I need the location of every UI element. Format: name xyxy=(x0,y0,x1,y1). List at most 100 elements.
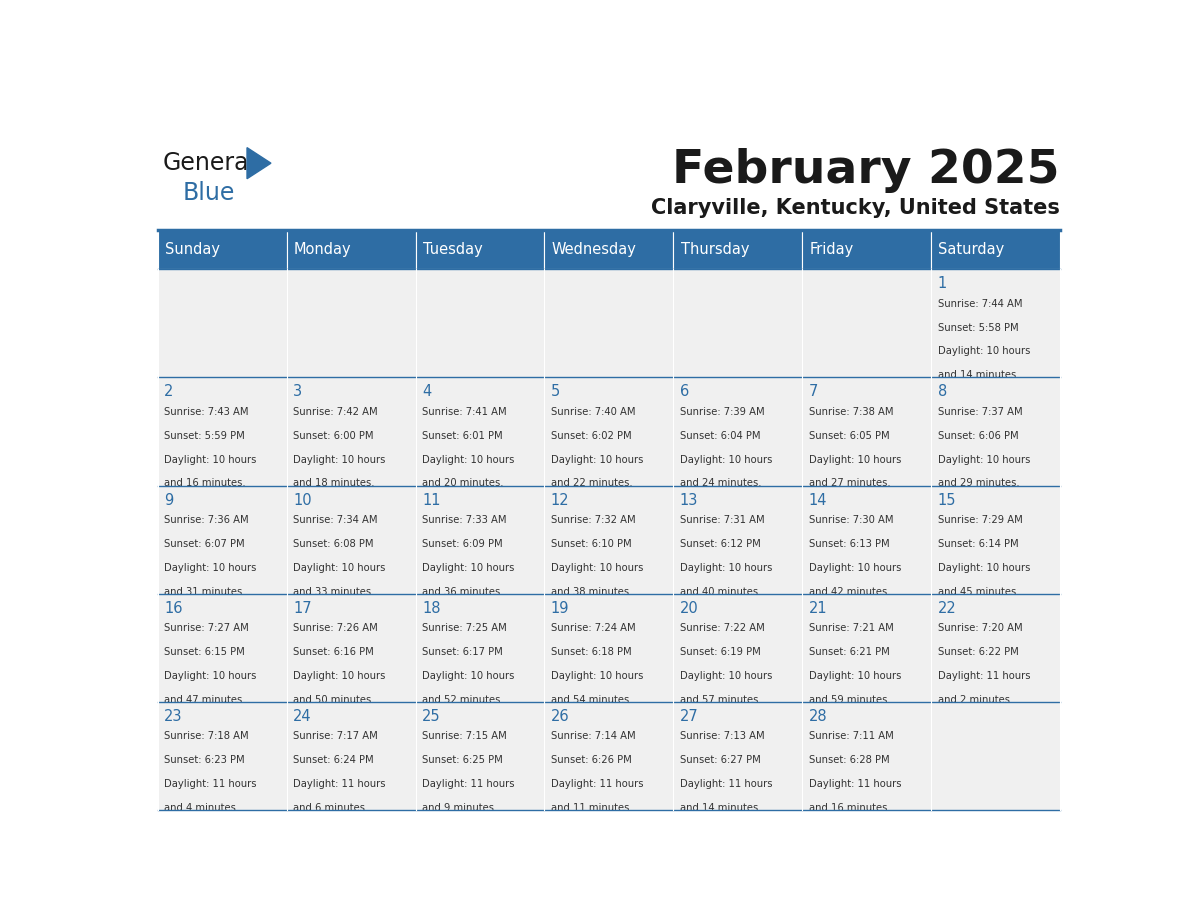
Text: Daylight: 10 hours: Daylight: 10 hours xyxy=(551,563,643,573)
Text: and 54 minutes.: and 54 minutes. xyxy=(551,695,632,705)
Text: and 22 minutes.: and 22 minutes. xyxy=(551,478,632,488)
Text: Sunrise: 7:27 AM: Sunrise: 7:27 AM xyxy=(164,623,249,633)
Text: Sunset: 6:25 PM: Sunset: 6:25 PM xyxy=(422,756,503,766)
Text: Sunrise: 7:32 AM: Sunrise: 7:32 AM xyxy=(551,515,636,525)
Text: Sunrise: 7:33 AM: Sunrise: 7:33 AM xyxy=(422,515,506,525)
Text: Sunrise: 7:36 AM: Sunrise: 7:36 AM xyxy=(164,515,248,525)
Text: Daylight: 10 hours: Daylight: 10 hours xyxy=(551,671,643,681)
Text: Sunset: 6:24 PM: Sunset: 6:24 PM xyxy=(293,756,374,766)
Text: Friday: Friday xyxy=(809,242,854,257)
Bar xyxy=(158,269,286,377)
Text: Sunset: 6:22 PM: Sunset: 6:22 PM xyxy=(937,647,1018,657)
Text: and 36 minutes.: and 36 minutes. xyxy=(422,587,504,597)
Text: Daylight: 10 hours: Daylight: 10 hours xyxy=(293,563,385,573)
Text: and 45 minutes.: and 45 minutes. xyxy=(937,587,1019,597)
Text: Sunrise: 7:31 AM: Sunrise: 7:31 AM xyxy=(680,515,764,525)
Text: Daylight: 11 hours: Daylight: 11 hours xyxy=(422,779,514,789)
Text: 4: 4 xyxy=(422,385,431,399)
Text: Daylight: 10 hours: Daylight: 10 hours xyxy=(937,454,1030,465)
Text: 16: 16 xyxy=(164,600,183,616)
Text: Sunrise: 7:18 AM: Sunrise: 7:18 AM xyxy=(164,732,248,742)
Text: and 14 minutes.: and 14 minutes. xyxy=(937,370,1019,380)
Text: Sunset: 6:10 PM: Sunset: 6:10 PM xyxy=(551,539,632,549)
Text: Sunrise: 7:37 AM: Sunrise: 7:37 AM xyxy=(937,407,1022,417)
Text: Sunrise: 7:40 AM: Sunrise: 7:40 AM xyxy=(551,407,636,417)
Text: Sunrise: 7:24 AM: Sunrise: 7:24 AM xyxy=(551,623,636,633)
Text: 21: 21 xyxy=(809,600,827,616)
Bar xyxy=(286,594,416,701)
Text: Daylight: 10 hours: Daylight: 10 hours xyxy=(422,563,514,573)
Bar xyxy=(674,269,802,377)
Text: Thursday: Thursday xyxy=(681,242,750,257)
Text: Daylight: 10 hours: Daylight: 10 hours xyxy=(422,671,514,681)
Text: 24: 24 xyxy=(293,709,311,724)
Text: and 40 minutes.: and 40 minutes. xyxy=(680,587,762,597)
Text: 20: 20 xyxy=(680,600,699,616)
Text: Sunset: 6:17 PM: Sunset: 6:17 PM xyxy=(422,647,503,657)
Text: Sunrise: 7:39 AM: Sunrise: 7:39 AM xyxy=(680,407,764,417)
Text: 14: 14 xyxy=(809,493,827,508)
Text: and 33 minutes.: and 33 minutes. xyxy=(293,587,374,597)
Text: Sunrise: 7:44 AM: Sunrise: 7:44 AM xyxy=(937,299,1022,308)
Text: Sunrise: 7:26 AM: Sunrise: 7:26 AM xyxy=(293,623,378,633)
Text: and 31 minutes.: and 31 minutes. xyxy=(164,587,246,597)
Text: 1: 1 xyxy=(937,276,947,291)
Text: 6: 6 xyxy=(680,385,689,399)
Text: Sunset: 6:16 PM: Sunset: 6:16 PM xyxy=(293,647,374,657)
Text: Sunset: 6:01 PM: Sunset: 6:01 PM xyxy=(422,431,503,441)
Text: Sunrise: 7:42 AM: Sunrise: 7:42 AM xyxy=(293,407,378,417)
Text: Daylight: 10 hours: Daylight: 10 hours xyxy=(809,563,901,573)
Text: Sunset: 6:09 PM: Sunset: 6:09 PM xyxy=(422,539,503,549)
Text: and 6 minutes.: and 6 minutes. xyxy=(293,803,368,812)
Text: Sunset: 6:12 PM: Sunset: 6:12 PM xyxy=(680,539,760,549)
Text: 12: 12 xyxy=(551,493,569,508)
Bar xyxy=(674,377,802,486)
Bar xyxy=(286,269,416,377)
Text: Daylight: 10 hours: Daylight: 10 hours xyxy=(164,563,257,573)
Text: 2: 2 xyxy=(164,385,173,399)
Bar xyxy=(158,230,286,269)
Bar xyxy=(544,230,674,269)
Bar xyxy=(802,230,931,269)
Bar xyxy=(802,486,931,594)
Bar xyxy=(931,230,1060,269)
Text: Sunset: 6:00 PM: Sunset: 6:00 PM xyxy=(293,431,373,441)
Bar xyxy=(416,269,544,377)
Text: Sunrise: 7:22 AM: Sunrise: 7:22 AM xyxy=(680,623,765,633)
Bar xyxy=(286,230,416,269)
Text: Daylight: 10 hours: Daylight: 10 hours xyxy=(680,671,772,681)
Polygon shape xyxy=(247,148,271,179)
Text: Daylight: 11 hours: Daylight: 11 hours xyxy=(293,779,386,789)
Text: and 11 minutes.: and 11 minutes. xyxy=(551,803,632,812)
Text: Daylight: 10 hours: Daylight: 10 hours xyxy=(809,454,901,465)
Text: Monday: Monday xyxy=(293,242,352,257)
Text: Sunset: 6:23 PM: Sunset: 6:23 PM xyxy=(164,756,245,766)
Text: Daylight: 10 hours: Daylight: 10 hours xyxy=(680,454,772,465)
Bar xyxy=(674,486,802,594)
Text: Sunrise: 7:30 AM: Sunrise: 7:30 AM xyxy=(809,515,893,525)
Text: and 4 minutes.: and 4 minutes. xyxy=(164,803,239,812)
Bar xyxy=(158,701,286,810)
Bar xyxy=(286,377,416,486)
Text: 23: 23 xyxy=(164,709,183,724)
Bar xyxy=(416,377,544,486)
Text: Daylight: 10 hours: Daylight: 10 hours xyxy=(422,454,514,465)
Text: Sunrise: 7:11 AM: Sunrise: 7:11 AM xyxy=(809,732,893,742)
Text: Sunrise: 7:38 AM: Sunrise: 7:38 AM xyxy=(809,407,893,417)
Text: Daylight: 10 hours: Daylight: 10 hours xyxy=(164,671,257,681)
Text: February 2025: February 2025 xyxy=(672,148,1060,193)
Text: 22: 22 xyxy=(937,600,956,616)
Text: Daylight: 10 hours: Daylight: 10 hours xyxy=(293,454,385,465)
Bar xyxy=(931,269,1060,377)
Text: Sunset: 6:15 PM: Sunset: 6:15 PM xyxy=(164,647,245,657)
Text: 3: 3 xyxy=(293,385,302,399)
Bar xyxy=(416,594,544,701)
Text: and 47 minutes.: and 47 minutes. xyxy=(164,695,246,705)
Bar xyxy=(544,594,674,701)
Text: 7: 7 xyxy=(809,385,819,399)
Text: Blue: Blue xyxy=(183,181,235,205)
Text: 8: 8 xyxy=(937,385,947,399)
Text: 25: 25 xyxy=(422,709,441,724)
Text: Sunrise: 7:13 AM: Sunrise: 7:13 AM xyxy=(680,732,764,742)
Text: and 16 minutes.: and 16 minutes. xyxy=(809,803,890,812)
